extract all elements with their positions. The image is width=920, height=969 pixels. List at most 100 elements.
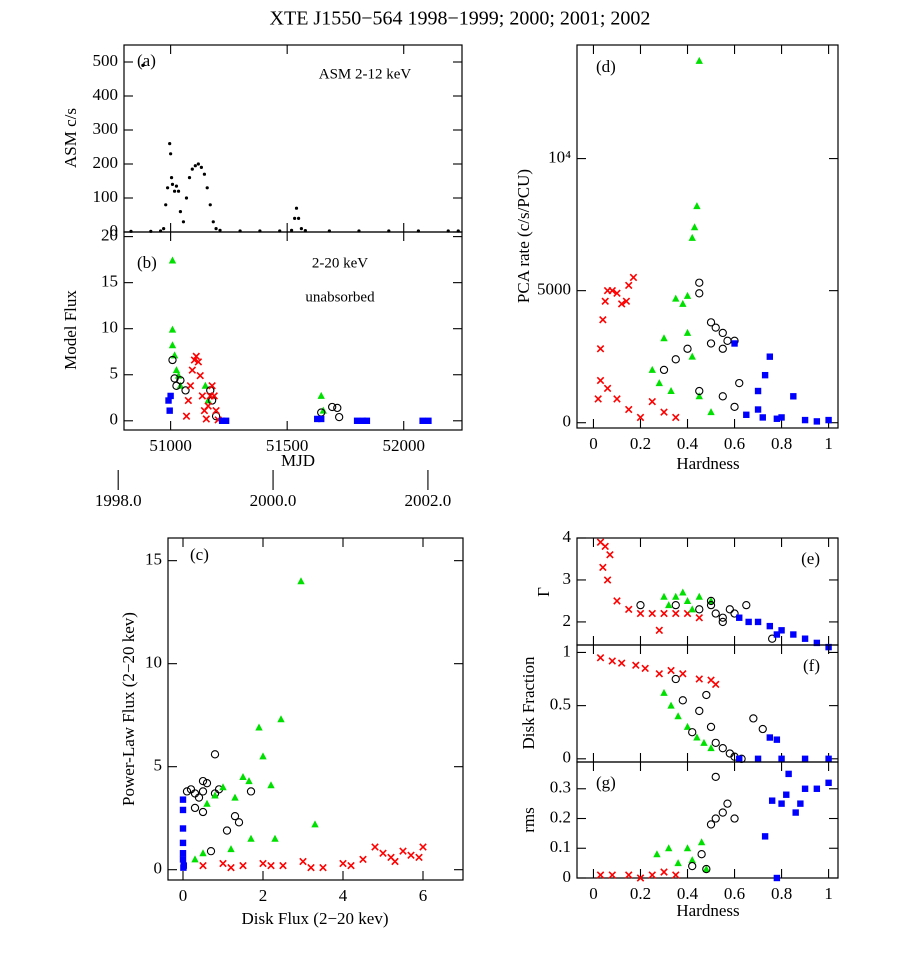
data-point [711,772,720,782]
data-point [773,874,781,882]
data-point [196,371,204,380]
data-point [706,596,716,606]
data-point [182,412,191,420]
data-point [801,416,809,424]
panel-label: (b) [137,253,157,272]
y-tick-label: 3 [563,569,572,588]
panel-label: (f) [803,656,820,675]
data-point [198,787,208,796]
data-point [294,206,299,210]
data-point [202,779,212,788]
data-point [725,605,734,614]
data-point [693,733,701,741]
data-point [187,176,192,180]
data-point [624,871,633,879]
data-point [678,696,687,705]
data-point [239,861,247,870]
data-point [198,807,208,817]
data-point [766,353,774,360]
x-tick-label: 0.4 [677,434,699,453]
data-point [754,618,762,626]
data-point [706,600,716,610]
data-point [180,864,187,871]
data-point [702,690,711,700]
data-point [164,203,168,207]
y-tick-label: 0 [110,410,119,429]
y-tick-label: 0.1 [550,837,571,856]
plot-frame [576,537,839,646]
y-tick-label: 0 [110,221,119,240]
y-tick-label: 500 [93,51,119,70]
data-point [659,365,669,375]
data-point [801,785,809,792]
data-point [690,223,699,231]
data-point [671,355,680,364]
data-point [693,202,701,210]
x-tick-label: 0 [589,884,598,903]
data-point [683,291,692,299]
data-point [199,861,207,870]
x-tick-label: 52000 [382,436,425,455]
y-tick-label: 0.2 [550,807,571,826]
data-point [168,142,172,146]
plot-frame [576,761,839,879]
data-point [792,809,799,816]
data-point [711,814,720,823]
data-point [736,755,743,763]
data-point [790,631,797,638]
data-point [813,639,821,647]
data-point [208,382,216,390]
data-point [613,395,621,403]
data-point [718,344,727,353]
data-point [202,172,207,176]
data-point [667,666,675,675]
data-point [299,227,303,231]
data-point [711,738,720,748]
x-tick-label: 0 [589,434,598,453]
data-point [267,781,275,789]
data-point [311,820,319,828]
data-point [778,414,785,421]
data-point [702,865,711,873]
data-point [234,818,244,827]
data-point [318,415,325,423]
data-point [754,406,762,413]
data-point [169,152,173,156]
data-point [706,318,716,327]
annotation: unabsorbed [305,289,375,305]
data-point [222,826,232,835]
data-point [790,393,797,400]
data-point [695,613,704,622]
data-point [299,857,307,866]
x-tick-label: 51000 [149,436,192,455]
data-point [671,609,680,618]
data-point [671,871,680,879]
data-point [415,853,423,862]
data-point [181,220,186,224]
data-point [629,273,638,282]
y-tick-label: 2 [563,611,572,630]
y-tick-label: 300 [93,119,119,138]
x-tick-label: 0.8 [771,884,792,903]
data-point [255,723,263,731]
data-point [636,609,645,618]
y-tick-label: 100 [93,187,119,206]
y-tick-label: 400 [93,85,119,104]
data-point [168,341,177,349]
data-point [641,664,649,673]
data-point [730,402,739,412]
data-point [749,714,758,723]
panel-label: (c) [190,545,209,564]
data-point [695,289,704,298]
data-point [599,315,607,324]
data-point [730,609,739,618]
data-point [655,379,663,387]
data-point [293,216,297,220]
data-point [667,387,675,395]
data-point [801,635,809,642]
plot-frame [576,644,839,763]
y-tick-label: 20 [101,226,118,245]
data-point [695,605,704,614]
data-point [730,814,739,823]
data-point [239,772,247,780]
